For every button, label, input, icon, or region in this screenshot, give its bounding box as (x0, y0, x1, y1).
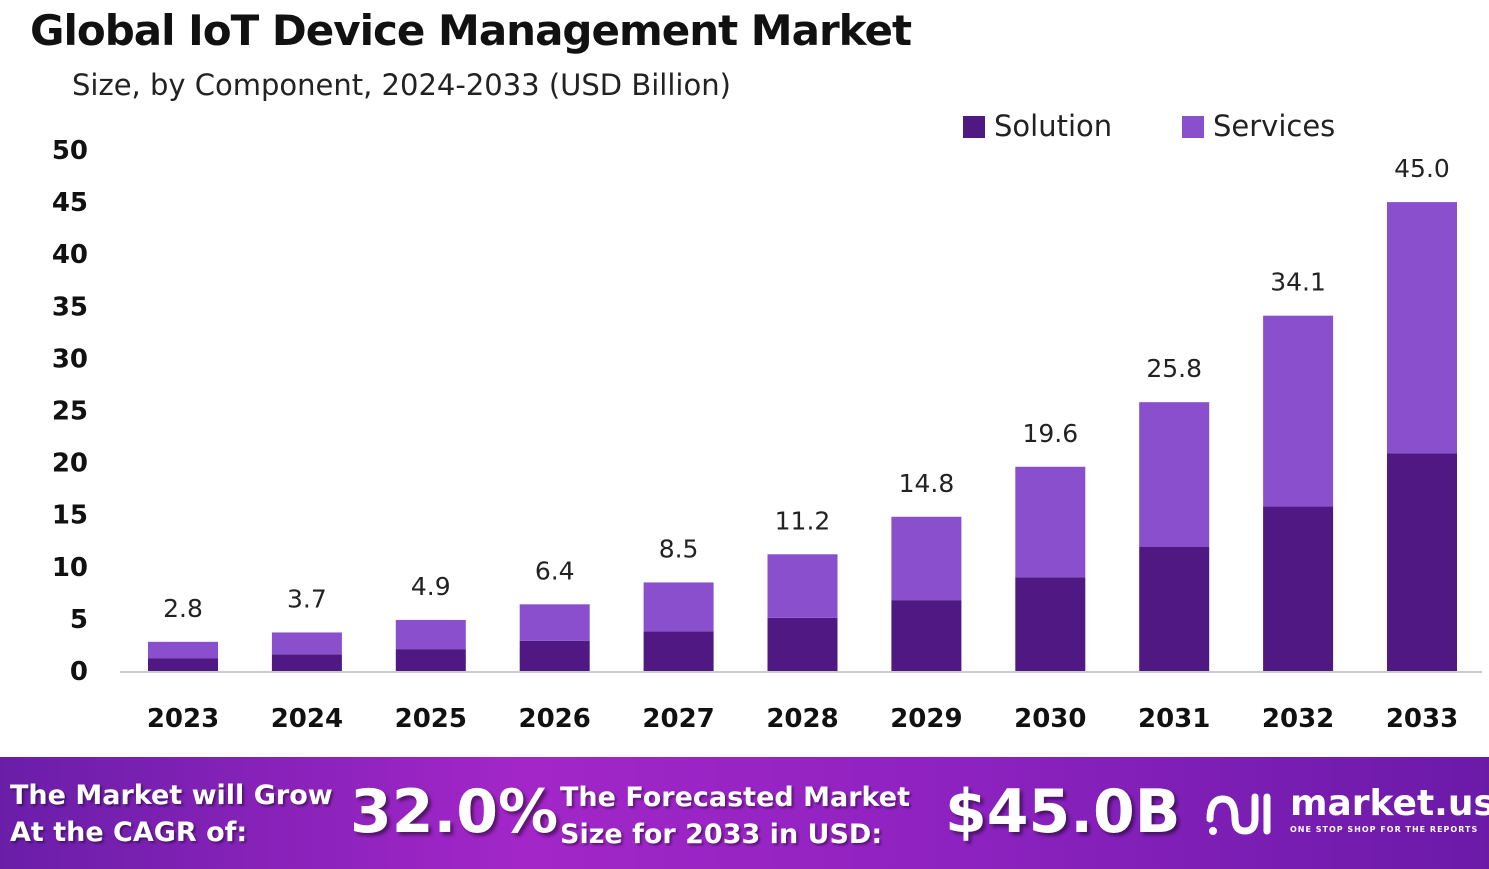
bar-services-2026 (519, 604, 590, 641)
x-tick-label: 2028 (766, 704, 838, 734)
y-tick-label: 35 (52, 292, 88, 322)
bar-services-2024 (271, 632, 342, 655)
bar-services-2030 (1015, 466, 1086, 578)
legend-label-solution: Solution (994, 109, 1112, 143)
legend-swatch-services (1182, 116, 1204, 138)
bar-solution-2029 (891, 600, 962, 671)
bar-solution-2024 (271, 654, 342, 671)
data-label-total: 6.4 (535, 556, 575, 585)
y-tick-label: 30 (52, 344, 88, 374)
bar-solution-2033 (1387, 453, 1457, 671)
bar-services-2023 (148, 641, 218, 659)
y-tick-label: 5 (70, 605, 88, 635)
chart-subtitle: Size, by Component, 2024-2033 (USD Billi… (72, 68, 731, 102)
x-tick-label: 2029 (890, 704, 962, 734)
data-label-total: 34.1 (1270, 268, 1326, 297)
forecast-value: $45.0B (945, 777, 1181, 847)
bar-solution-2031 (1139, 547, 1210, 671)
bar-services-2029 (891, 516, 962, 601)
bar-services-2025 (395, 619, 466, 650)
x-tick-label: 2031 (1138, 704, 1210, 734)
x-tick-label: 2024 (271, 704, 343, 734)
bar-services-2032 (1263, 315, 1334, 507)
forecast-label-2: Size for 2033 in USD: (560, 819, 883, 850)
data-label-total: 19.6 (1022, 419, 1078, 448)
data-label-total: 14.8 (899, 469, 955, 498)
bar-services-2031 (1139, 402, 1210, 548)
y-tick-label: 50 (52, 136, 88, 166)
cagr-label-1: The Market will Grow (10, 780, 333, 811)
bar-solution-2027 (643, 631, 714, 671)
y-tick-label: 25 (52, 397, 88, 427)
x-tick-label: 2032 (1262, 704, 1334, 734)
y-tick-label: 20 (52, 449, 88, 479)
bar-solution-2026 (519, 640, 590, 671)
data-label-total: 3.7 (287, 584, 327, 613)
x-tick-label: 2030 (1014, 704, 1086, 734)
bar-solution-2025 (395, 649, 466, 671)
bar-services-2028 (767, 554, 838, 618)
x-tick-label: 2025 (395, 704, 467, 734)
data-label-total: 4.9 (411, 572, 451, 601)
chart-title: Global IoT Device Management Market (30, 6, 912, 55)
forecast-label-1: The Forecasted Market (560, 782, 910, 813)
x-tick-label: 2033 (1386, 704, 1458, 734)
x-tick-label: 2026 (519, 704, 591, 734)
market-us-logo-icon (1206, 793, 1271, 835)
x-tick-label: 2027 (642, 704, 714, 734)
footer-banner: The Market will Grow At the CAGR of: 32.… (0, 757, 1489, 869)
y-tick-label: 10 (52, 553, 88, 583)
legend-swatch-solution (963, 116, 985, 138)
bar-services-2027 (643, 582, 714, 632)
brand-name: market.us (1290, 783, 1489, 824)
x-tick-label: 2023 (147, 704, 219, 734)
legend-label-services: Services (1213, 109, 1335, 143)
y-tick-label: 15 (52, 501, 88, 531)
bar-solution-2032 (1263, 506, 1334, 671)
data-label-total: 2.8 (163, 594, 203, 623)
bar-solution-2030 (1015, 577, 1086, 671)
data-label-total: 25.8 (1146, 354, 1202, 383)
y-tick-label: 0 (70, 657, 88, 687)
brand-tagline: ONE STOP SHOP FOR THE REPORTS (1290, 825, 1479, 834)
y-tick-label: 45 (52, 188, 88, 218)
data-label-total: 11.2 (775, 506, 831, 535)
bar-solution-2023 (148, 658, 218, 671)
bar-chart: 051015202530354045502.820233.720244.9202… (52, 109, 1482, 734)
data-label-total: 45.0 (1394, 154, 1450, 183)
y-tick-label: 40 (52, 240, 88, 270)
cagr-value: 32.0% (350, 777, 559, 847)
data-label-total: 8.5 (659, 534, 699, 563)
cagr-label-2: At the CAGR of: (10, 817, 248, 848)
bar-solution-2028 (767, 617, 838, 671)
bar-services-2033 (1387, 202, 1457, 454)
